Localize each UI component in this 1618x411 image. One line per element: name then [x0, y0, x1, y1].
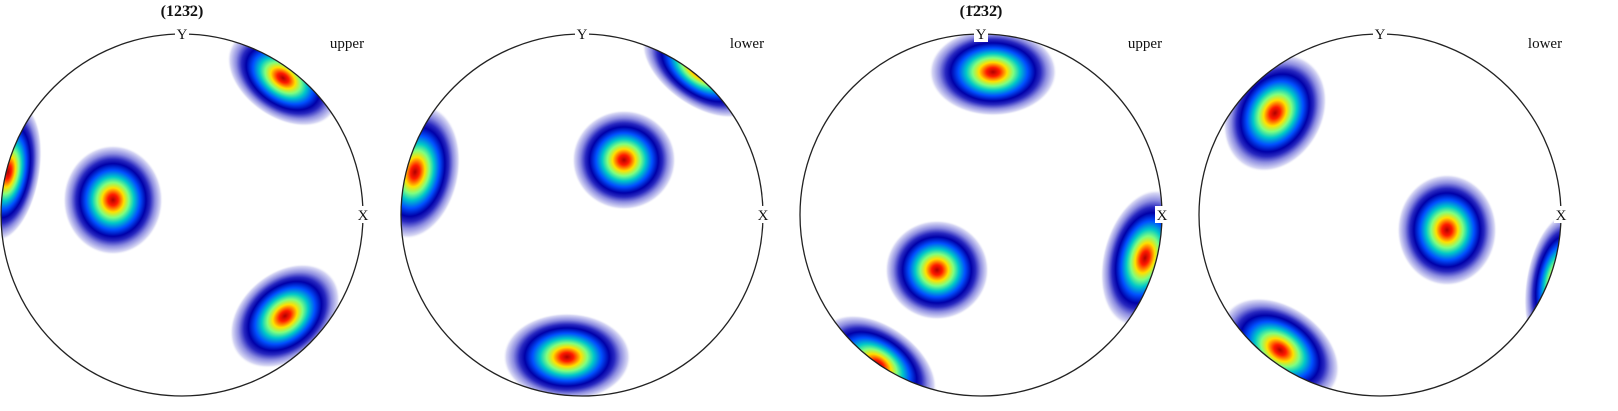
density-blobs [1, 34, 341, 369]
x-axis-label: X [758, 208, 769, 224]
hemisphere-label: lower [1528, 36, 1562, 52]
x-axis-label: X [1157, 208, 1168, 224]
x-axis-label: X [1556, 208, 1567, 224]
hemisphere-label: upper [330, 36, 364, 52]
panel-title: (123̄2) [161, 3, 204, 20]
density-blobs [819, 34, 1162, 396]
density-blobs [1220, 54, 1561, 396]
y-axis-label: Y [577, 27, 588, 43]
panel-title: (1̄2̄32̄) [960, 3, 1003, 20]
y-axis-label: Y [976, 27, 987, 43]
y-axis-label: Y [1375, 27, 1386, 43]
axis-labels: Y X Y X Y X Y X [175, 26, 1568, 224]
y-axis-label: Y [177, 27, 188, 43]
hemisphere-label: upper [1128, 36, 1162, 52]
hemisphere-label: lower [730, 36, 764, 52]
x-axis-label: X [358, 208, 369, 224]
